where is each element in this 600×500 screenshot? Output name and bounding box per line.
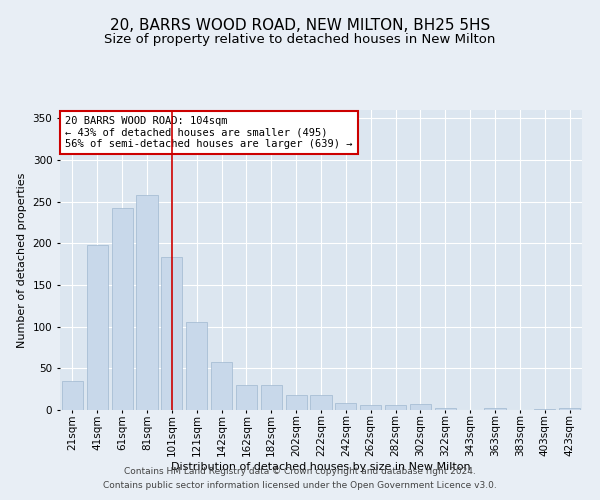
Bar bbox=[112, 208, 133, 410]
Bar bbox=[310, 395, 332, 410]
Bar bbox=[62, 381, 83, 410]
Bar bbox=[360, 405, 381, 410]
Bar bbox=[435, 408, 456, 410]
Text: Contains public sector information licensed under the Open Government Licence v3: Contains public sector information licen… bbox=[103, 481, 497, 490]
Bar bbox=[534, 409, 555, 410]
Bar bbox=[559, 408, 580, 410]
Y-axis label: Number of detached properties: Number of detached properties bbox=[17, 172, 27, 348]
Bar bbox=[161, 256, 182, 410]
Bar bbox=[484, 408, 506, 410]
Text: 20, BARRS WOOD ROAD, NEW MILTON, BH25 5HS: 20, BARRS WOOD ROAD, NEW MILTON, BH25 5H… bbox=[110, 18, 490, 32]
Bar bbox=[286, 395, 307, 410]
Bar bbox=[385, 405, 406, 410]
Text: Size of property relative to detached houses in New Milton: Size of property relative to detached ho… bbox=[104, 32, 496, 46]
X-axis label: Distribution of detached houses by size in New Milton: Distribution of detached houses by size … bbox=[171, 462, 471, 472]
Bar bbox=[136, 195, 158, 410]
Bar bbox=[87, 245, 108, 410]
Bar bbox=[261, 385, 282, 410]
Bar bbox=[410, 404, 431, 410]
Text: Contains HM Land Registry data © Crown copyright and database right 2024.: Contains HM Land Registry data © Crown c… bbox=[124, 467, 476, 476]
Bar bbox=[335, 402, 356, 410]
Bar bbox=[211, 362, 232, 410]
Bar bbox=[236, 385, 257, 410]
Bar bbox=[186, 322, 207, 410]
Text: 20 BARRS WOOD ROAD: 104sqm
← 43% of detached houses are smaller (495)
56% of sem: 20 BARRS WOOD ROAD: 104sqm ← 43% of deta… bbox=[65, 116, 353, 149]
